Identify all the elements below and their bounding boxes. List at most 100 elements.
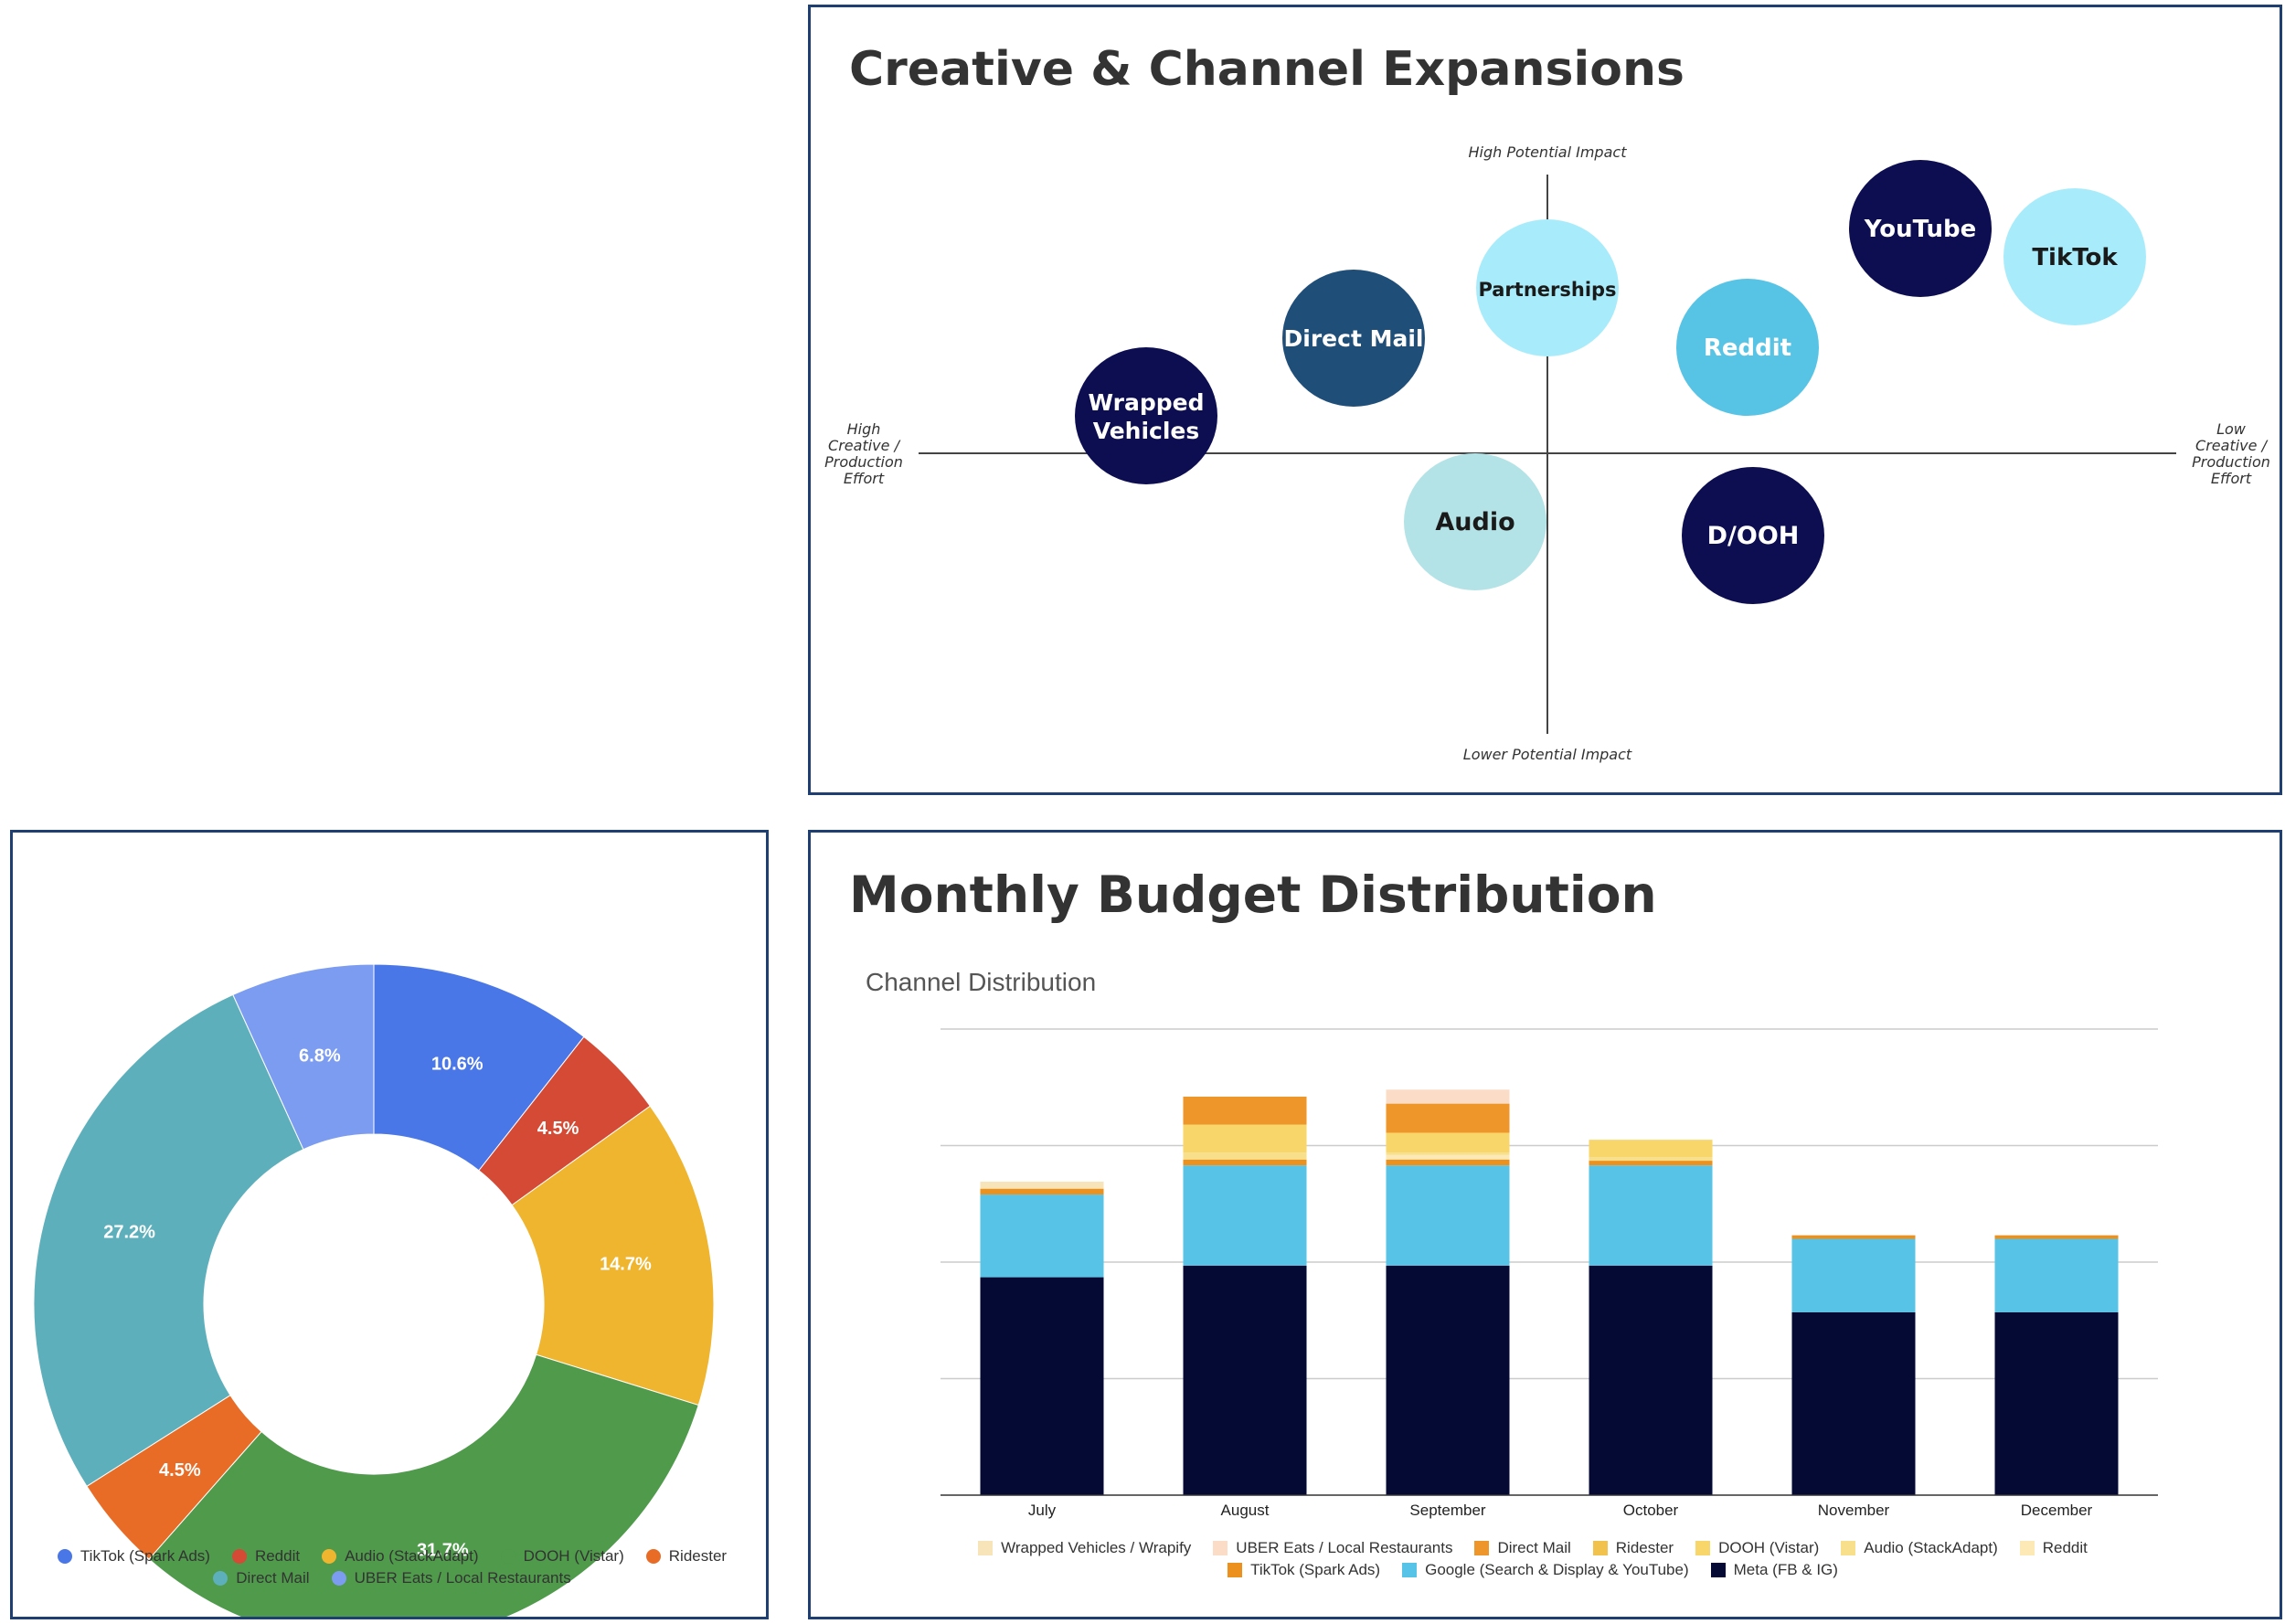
bubble-audio: Audio (1404, 453, 1546, 590)
bubble-label: YouTube (1864, 216, 1976, 243)
x-tick-july: July (1028, 1502, 1057, 1519)
legend-label: DOOH (Vistar) (523, 1547, 624, 1565)
legend-swatch (1228, 1563, 1243, 1577)
bubble-label: Partnerships (1478, 279, 1616, 301)
legend-swatch (331, 1571, 346, 1586)
legend-label: TikTok (Spark Ads) (80, 1547, 210, 1565)
legend-item-dooh-vistar: DOOH (Vistar) (1695, 1539, 1819, 1557)
legend-item-ridester: Ridester (1592, 1539, 1674, 1557)
legend-swatch (1402, 1563, 1418, 1577)
legend-item-direct-mail: Direct Mail (213, 1569, 310, 1587)
legend-label: UBER Eats / Local Restaurants (354, 1569, 571, 1587)
legend-swatch (500, 1549, 515, 1564)
channel-expansion-panel: Creative & Channel Expansions High Poten… (808, 5, 2282, 795)
bar-july-meta-fb-ig (980, 1277, 1104, 1495)
bar-august-meta-fb-ig (1183, 1265, 1307, 1495)
bubble-label: TikTok (2032, 244, 2118, 271)
bubble-direct-mail: Direct Mail (1282, 270, 1425, 407)
bubble-wrapped-vehicles: Wrapped Vehicles (1075, 347, 1217, 484)
bubble-label: Audio (1435, 508, 1514, 536)
budget-subtitle: Channel Distribution (866, 968, 1097, 996)
bar-september-direct-mail (1386, 1103, 1510, 1133)
legend-item-uber-eats-local-restaurants: UBER Eats / Local Restaurants (331, 1569, 571, 1587)
axis-label-left: High Creative / Production Effort (824, 420, 903, 487)
slice-dooh-vistar (148, 1353, 699, 1617)
impact-effort-matrix: High Potential Impact Lower Potential Imp… (824, 143, 2270, 763)
bar-july-tiktok-spark-ads (980, 1188, 1104, 1195)
legend-swatch (1474, 1541, 1490, 1555)
donut-legend: TikTok (Spark Ads) Reddit Audio (StackAdap… (40, 1545, 744, 1589)
budget-share-donut-chart: 10.6% 4.5% 14.7% 31.7% 4.5% 27.2% 6.8% (33, 963, 715, 1617)
slice-label-direct-mail: 27.2% (103, 1222, 155, 1242)
legend-label: Ridester (668, 1547, 728, 1565)
legend-swatch (213, 1571, 228, 1586)
bubble-partnerships: Partnerships (1476, 219, 1619, 356)
legend-item-tiktok-spark-ads: TikTok (Spark Ads) (57, 1547, 210, 1566)
legend-label: TikTok (Spark Ads) (1250, 1561, 1381, 1578)
budget-title: Monthly Budget Distribution (849, 865, 1657, 924)
bubble-label: Reddit (1704, 334, 1791, 362)
legend-item-wrapped-vehicles-wrapify: Wrapped Vehicles / Wrapify (978, 1539, 1191, 1557)
bubble-label: Wrapped Vehicles (1089, 389, 1205, 444)
legend-swatch (322, 1549, 337, 1564)
bar-august-dooh-vistar (1183, 1124, 1307, 1153)
bar-november-google-search-display-youtube (1791, 1238, 1916, 1312)
bar-august-direct-mail (1183, 1096, 1307, 1125)
bar-september-reddit (1386, 1154, 1510, 1160)
slice-audio-stackadapt (511, 1105, 715, 1406)
bar-september-tiktok-spark-ads (1386, 1159, 1510, 1166)
legend-item-meta-fb-ig: Meta (FB & IG) (1710, 1561, 1838, 1579)
legend-label: Ridester (1615, 1539, 1674, 1556)
bar-august-audio-stackadapt (1183, 1152, 1307, 1160)
legend-item-reddit: Reddit (2019, 1539, 2088, 1557)
bubble-reddit: Reddit (1676, 279, 1819, 416)
legend-item-google-search-display-youtube: Google (Search & Display & YouTube) (1402, 1561, 1689, 1579)
bar-october-audio-stackadapt (1589, 1157, 1713, 1162)
bar-august-tiktok-spark-ads (1183, 1159, 1307, 1166)
legend-swatch (978, 1541, 994, 1555)
bar-october-meta-fb-ig (1589, 1265, 1713, 1495)
bar-november-meta-fb-ig (1791, 1311, 1916, 1495)
legend-swatch (645, 1549, 661, 1564)
legend-item-direct-mail: Direct Mail (1474, 1539, 1571, 1557)
legend-label: UBER Eats / Local Restaurants (1236, 1539, 1453, 1556)
bar-july-google-search-display-youtube (980, 1194, 1104, 1278)
bubble-label: D/OOH (1707, 522, 1800, 550)
slice-label-uber-eats-local-restaurants: 6.8% (299, 1046, 341, 1066)
legend-swatch (1695, 1541, 1711, 1555)
bar-october-tiktok-spark-ads (1589, 1161, 1713, 1166)
legend-swatch (231, 1549, 247, 1564)
legend-label: Wrapped Vehicles / Wrapify (1001, 1539, 1192, 1556)
bar-december-meta-fb-ig (1994, 1311, 2119, 1495)
bubble-label: Direct Mail (1284, 325, 1424, 352)
legend-item-uber-eats-local-restaurants: UBER Eats / Local Restaurants (1213, 1539, 1452, 1557)
legend-label: Meta (FB & IG) (1733, 1561, 1838, 1578)
x-tick-december: December (2021, 1502, 2093, 1519)
bar-july-wrapped-vehicles-wrapify (980, 1182, 1104, 1189)
legend-swatch (2019, 1541, 2035, 1555)
slice-uber-eats-local-restaurants (232, 963, 375, 1151)
legend-item-audio-stackadapt: Audio (StackAdapt) (322, 1547, 479, 1566)
monthly-budget-bar-chart: July August September October November Decemb… (941, 1028, 2158, 1519)
x-tick-september: September (1409, 1502, 1485, 1519)
slice-direct-mail (33, 993, 304, 1488)
bar-november-tiktok-spark-ads (1791, 1235, 1916, 1239)
x-tick-november: November (1818, 1502, 1890, 1519)
budget-legend: Wrapped Vehicles / Wrapify UBER Eats / Lo… (893, 1537, 2173, 1581)
bubble-d-ooh: D/OOH (1682, 467, 1824, 604)
monthly-budget-panel: Monthly Budget Distribution Channel Dist… (808, 830, 2282, 1619)
bar-september-audio-stackadapt (1386, 1152, 1510, 1155)
bar-september-google-search-display-youtube (1386, 1165, 1510, 1266)
legend-label: Audio (StackAdapt) (1864, 1539, 1998, 1556)
x-tick-october: October (1623, 1502, 1679, 1519)
bar-september-uber-eats-local-restaurants (1386, 1089, 1510, 1104)
legend-label: Direct Mail (236, 1569, 310, 1587)
legend-label: Reddit (2042, 1539, 2088, 1556)
slice-label-audio-stackadapt: 14.7% (600, 1254, 652, 1274)
bar-december-tiktok-spark-ads (1994, 1235, 2119, 1239)
axis-label-right: Low Creative / Production Effort (2192, 420, 2270, 487)
slice-label-reddit: 4.5% (537, 1119, 579, 1139)
legend-item-reddit: Reddit (231, 1547, 300, 1566)
legend-swatch (1841, 1541, 1856, 1555)
legend-label: DOOH (Vistar) (1718, 1539, 1820, 1556)
